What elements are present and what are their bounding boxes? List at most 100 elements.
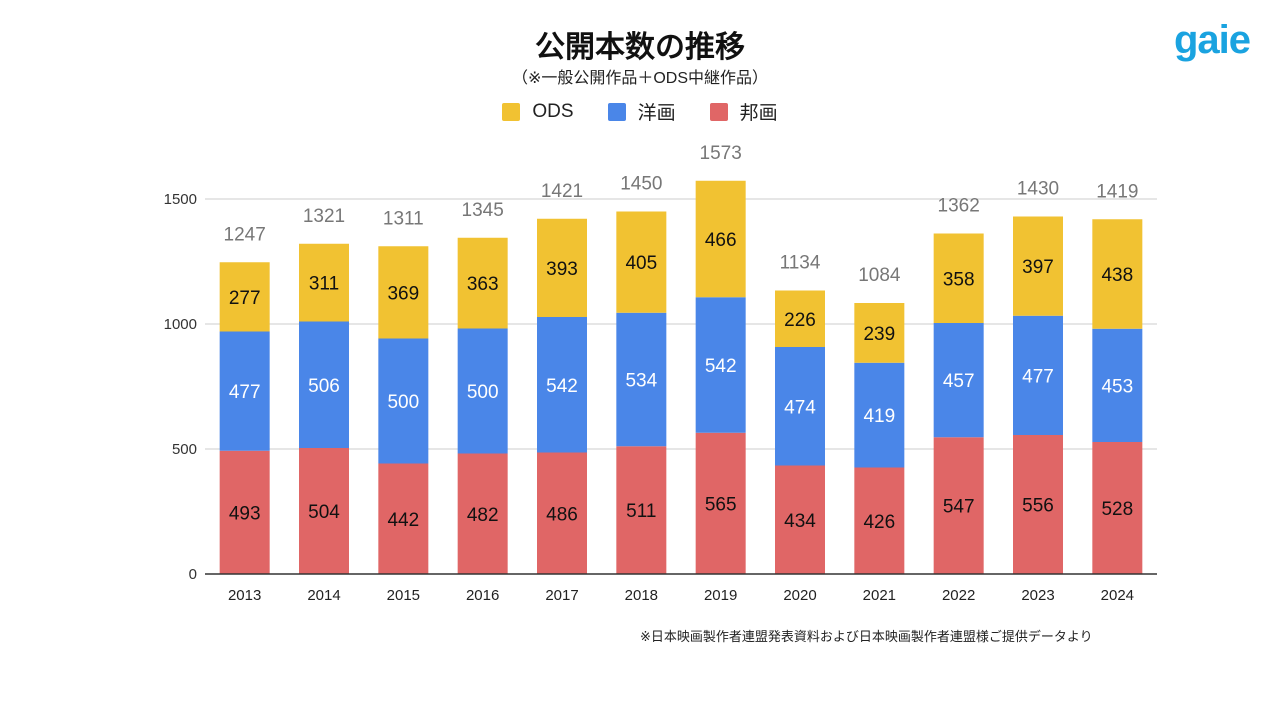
data-label: 542: [546, 376, 578, 397]
bar-segment: [1092, 219, 1143, 329]
x-tick-label: 2022: [942, 587, 975, 604]
bar-segment: [854, 303, 905, 363]
total-label: 1345: [462, 200, 504, 221]
data-label: 434: [784, 511, 816, 532]
bar-segment: [378, 463, 429, 574]
x-tick-label: 2013: [228, 587, 261, 604]
legend-item-domestic: 邦画: [709, 98, 778, 125]
bar-segment: [1092, 328, 1143, 442]
bar-segment: [299, 243, 349, 322]
data-label: 457: [943, 371, 975, 392]
x-tick-label: 2024: [1101, 587, 1134, 604]
x-tick-label: 2018: [625, 587, 658, 604]
bar-segment: [457, 237, 508, 329]
data-label: 277: [229, 288, 261, 309]
legend-swatch: [607, 102, 626, 121]
data-label: 565: [705, 494, 737, 515]
data-label: 405: [625, 253, 657, 274]
data-label: 506: [308, 376, 340, 397]
data-label: 547: [943, 497, 975, 518]
chart-subtitle: （※一般公開作品＋ODS中継作品）: [511, 70, 769, 87]
bar-segment: [933, 437, 984, 574]
x-tick-label: 2017: [545, 587, 578, 604]
data-label: 493: [229, 503, 261, 524]
total-label: 1573: [700, 143, 742, 164]
data-label: 504: [308, 502, 340, 523]
total-label: 1421: [541, 181, 583, 202]
total-label: 1430: [1017, 179, 1059, 200]
x-tick-label: 2021: [863, 587, 896, 604]
x-tick-label: 2015: [387, 587, 420, 604]
data-label: 500: [387, 392, 419, 413]
data-label: 477: [229, 382, 261, 403]
y-tick-label: 0: [189, 566, 197, 583]
total-label: 1450: [620, 174, 662, 195]
bar-segment: [457, 328, 508, 454]
bar-segment: [1092, 442, 1143, 574]
bar-segment: [378, 338, 429, 464]
chart-title: 公開本数の推移: [535, 31, 745, 64]
data-label: 369: [387, 283, 419, 304]
bar-segment: [775, 465, 825, 574]
bar-segment: [1013, 216, 1063, 316]
bar-segment: [537, 218, 587, 317]
data-label: 363: [467, 274, 499, 295]
data-label: 358: [943, 269, 975, 290]
data-label: 486: [546, 504, 578, 525]
footnote: ※日本映画製作者連盟発表資料および日本映画製作者連盟様ご提供データより: [640, 629, 1093, 644]
bar-segment: [854, 467, 905, 574]
bar-segment: [1013, 315, 1063, 435]
data-label: 419: [863, 406, 895, 427]
data-label: 500: [467, 382, 499, 403]
bar-segment: [775, 290, 825, 347]
y-tick-label: 1500: [164, 191, 197, 208]
data-label: 542: [705, 356, 737, 377]
legend-item-foreign: 洋画: [607, 98, 676, 125]
bar-segment: [695, 432, 746, 574]
legend-swatch: [709, 102, 728, 121]
total-label: 1247: [224, 224, 266, 245]
bar-segment: [854, 362, 905, 468]
total-label: 1311: [383, 208, 424, 229]
data-label: 511: [626, 501, 656, 522]
x-tick-label: 2014: [307, 587, 340, 604]
data-label: 556: [1022, 496, 1054, 517]
y-tick-label: 1000: [164, 316, 197, 333]
bar-segment: [299, 321, 349, 448]
bar-segment: [219, 262, 270, 332]
bar-segment: [775, 347, 825, 466]
bar-segment: [616, 211, 667, 313]
bar-segment: [537, 452, 587, 574]
bar-segment: [933, 233, 984, 323]
gaie-logo: gaie: [1173, 18, 1251, 62]
bar-segment: [1013, 435, 1063, 574]
data-label: 239: [863, 324, 895, 345]
data-label: 474: [784, 397, 816, 418]
legend: ODS 洋画 邦画: [0, 98, 1280, 125]
data-label: 477: [1022, 366, 1054, 387]
data-label: 528: [1101, 499, 1133, 520]
legend-label: ODS: [532, 100, 574, 122]
data-label: 482: [467, 505, 499, 526]
bar-segment: [933, 323, 984, 438]
data-label: 442: [387, 510, 419, 531]
data-label: 453: [1101, 376, 1133, 397]
data-label: 311: [309, 274, 339, 295]
data-label: 393: [546, 259, 578, 280]
bar-segment: [219, 450, 270, 574]
bar-segment: [695, 297, 746, 433]
data-label: 438: [1101, 265, 1133, 286]
total-label: 1321: [303, 206, 345, 227]
data-label: 397: [1022, 257, 1054, 278]
x-tick-label: 2019: [704, 587, 737, 604]
total-label: 1362: [938, 196, 980, 217]
y-tick-label: 500: [172, 441, 197, 458]
data-label: 226: [784, 310, 816, 331]
total-label: 1084: [858, 265, 901, 286]
x-tick-label: 2020: [783, 587, 816, 604]
bar-segment: [616, 446, 667, 574]
data-label: 534: [625, 371, 657, 392]
legend-label: 邦画: [739, 103, 778, 124]
x-tick-label: 2023: [1021, 587, 1054, 604]
total-label: 1419: [1096, 181, 1138, 202]
